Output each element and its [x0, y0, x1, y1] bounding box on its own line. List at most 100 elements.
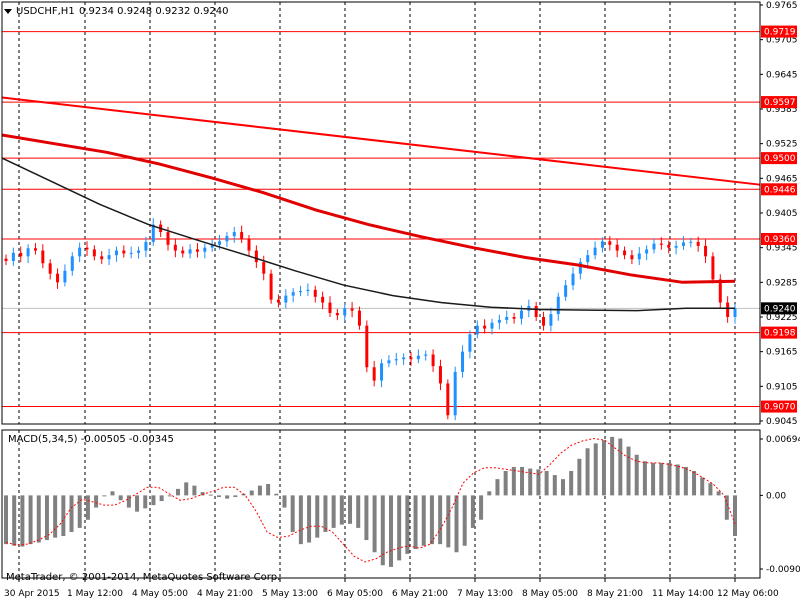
candle-body [328, 302, 332, 313]
time-tick-label: 11 May 14:00 [652, 589, 714, 599]
macd-bar [421, 495, 426, 546]
macd-bar [675, 464, 680, 496]
macd-bar [53, 495, 58, 538]
macd-bar [569, 471, 574, 496]
level-tag [761, 183, 797, 196]
candle-body [144, 241, 148, 251]
macd-header: MACD(5,34,5) -0.00505 -0.00345 [8, 434, 174, 445]
trendline[interactable] [1, 96, 761, 186]
macd-bar [626, 446, 631, 496]
macd-bar [700, 477, 705, 496]
macd-bar [290, 495, 295, 532]
macd-bar [85, 495, 90, 520]
candle-body [549, 314, 553, 326]
candle-body [78, 247, 82, 257]
candle-body [461, 351, 465, 372]
horizontal-levels[interactable] [2, 31, 760, 408]
candle-body [586, 255, 590, 263]
candle-body [711, 256, 715, 280]
macd-bar [438, 495, 443, 545]
macd-bar [372, 495, 377, 553]
time-tick-label: 8 May 21:00 [587, 589, 643, 599]
macd-bar [102, 495, 107, 497]
macd-bar [135, 495, 140, 512]
candle-body [85, 247, 89, 250]
candle-body [726, 302, 730, 317]
macd-bar [28, 495, 33, 545]
time-tick-label: 30 Apr 2015 [4, 589, 60, 599]
candle-body [483, 325, 487, 329]
level-tag-label: 0.9070 [764, 403, 796, 413]
price-tick-label: 0.9585 [766, 105, 798, 115]
candle-body [365, 325, 369, 368]
macd-bar [216, 495, 221, 498]
level-tag-label: 0.9446 [764, 185, 796, 195]
level-tag-label: 0.9719 [764, 28, 796, 38]
macd-bar [536, 469, 541, 496]
macd-bar [61, 495, 66, 537]
symbol-label: USDCHF,H1 [16, 6, 75, 17]
candle-body [387, 360, 391, 364]
macd-bar [77, 495, 82, 528]
candle-body [357, 310, 361, 326]
candle-body [578, 262, 582, 274]
macd-bar [413, 495, 418, 550]
candle-body [600, 241, 604, 248]
candle-body [637, 253, 641, 260]
level-tag-label: 0.9240 [764, 304, 796, 314]
macd-bar [544, 471, 549, 496]
macd-bar [651, 462, 656, 496]
candle-body [704, 245, 708, 257]
candle-body [453, 371, 457, 416]
level-tag [761, 326, 797, 339]
candle-body [41, 250, 45, 264]
price-tick-label: 0.9765 [766, 1, 798, 11]
price-tick-label: 0.9645 [766, 70, 798, 80]
macd-bar [667, 462, 672, 496]
macd-bar [4, 495, 8, 545]
price-tick-label: 0.9225 [766, 313, 798, 323]
macd-bar [560, 479, 565, 496]
macd-signal-line [5, 437, 736, 563]
macd-bar [479, 495, 484, 520]
candle-body [107, 255, 111, 260]
macd-bar [44, 495, 49, 541]
price-tick-label: 0.9105 [766, 382, 798, 392]
dropdown-triangle-icon[interactable] [4, 9, 12, 14]
macd-bar [364, 495, 369, 541]
macd-bar [593, 443, 598, 496]
candle-body [33, 248, 37, 251]
candle-body [380, 363, 384, 381]
time-tick-label: 5 May 13:00 [262, 589, 318, 599]
macd-bar [225, 495, 230, 499]
macd-bar [462, 495, 467, 546]
macd-panel-frame [1, 429, 761, 579]
candle-body [56, 273, 60, 283]
candle-body [534, 306, 538, 317]
candle-body [291, 292, 295, 296]
macd-bar [511, 466, 516, 496]
level-tag-label: 0.9198 [764, 329, 796, 339]
trendline-line[interactable] [1, 96, 761, 186]
candle-body [11, 252, 15, 261]
macd-bar [356, 495, 361, 528]
macd-bar [94, 495, 99, 508]
price-tick-label: 0.9405 [766, 209, 798, 219]
candle-body [593, 247, 597, 256]
macd-bar [126, 495, 131, 508]
candle-body [505, 317, 509, 320]
candle-body [615, 244, 619, 251]
candle-body [122, 250, 126, 254]
macd-bar [200, 492, 205, 496]
candle-body [652, 243, 656, 250]
macd-bar [36, 495, 41, 543]
candle-body [416, 355, 420, 360]
macd-bar [577, 458, 582, 496]
candle-body [188, 249, 192, 254]
candle-body [254, 250, 258, 263]
candle-body [645, 249, 649, 254]
candle-body [608, 241, 612, 245]
time-tick-label: 4 May 21:00 [197, 589, 253, 599]
price-tick-label: 0.9165 [766, 348, 798, 358]
